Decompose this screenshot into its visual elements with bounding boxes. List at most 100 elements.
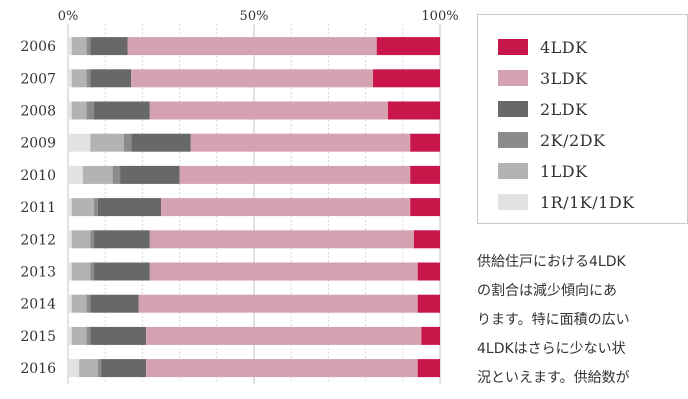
- bar-segment: [149, 101, 388, 120]
- x-tick-label: 100%: [421, 9, 458, 24]
- bar-segment: [90, 230, 95, 249]
- legend-item-1r-1k-1dk: 1R/1K/1DK: [498, 192, 635, 212]
- bar-segment: [71, 198, 95, 217]
- bar-segment: [417, 359, 440, 378]
- bar-segment: [79, 359, 98, 378]
- bar-segment: [138, 294, 418, 313]
- bar-segment: [86, 37, 91, 56]
- bar-segment: [179, 165, 411, 184]
- legend-swatch-4ldk: [498, 39, 528, 55]
- legend-swatch-2k-2dk: [498, 132, 528, 148]
- bar-segment: [410, 133, 440, 152]
- bar-segment: [68, 230, 72, 249]
- legend-item-4ldk: 4LDK: [498, 37, 588, 57]
- y-tick-label: 2011: [20, 200, 56, 216]
- bar-segment: [71, 37, 87, 56]
- y-tick-label: 2007: [20, 71, 56, 87]
- y-tick-label: 2008: [20, 104, 56, 120]
- legend-swatch-2ldk: [498, 101, 528, 117]
- y-tick-label: 2012: [20, 232, 56, 248]
- bar-segment: [131, 133, 191, 152]
- legend-label-3ldk: 3LDK: [540, 68, 588, 88]
- chart-caption: 供給住戸における4LDK の割合は減少傾向にあ ります。特に面積の広い 4LDK…: [477, 248, 688, 393]
- bar-segment: [71, 230, 91, 249]
- bar-segment: [90, 262, 95, 281]
- bar-segment: [417, 294, 440, 313]
- bar-segment: [68, 262, 72, 281]
- legend-item-2ldk: 2LDK: [498, 99, 588, 119]
- bar-segment: [68, 198, 72, 217]
- bar-segment: [94, 101, 150, 120]
- stacked-bar-chart: 0% 50% 100% 2006 2007 2008 2009 2010 2011 2012 201…: [20, 9, 459, 385]
- bar-segment: [90, 133, 124, 152]
- bar-segment: [146, 359, 418, 378]
- bar-segment: [417, 262, 440, 281]
- bar-segment: [94, 198, 98, 217]
- bar-segment: [68, 101, 72, 120]
- bar-segment: [94, 230, 150, 249]
- bar-segment: [90, 37, 128, 56]
- bar-segment: [373, 69, 440, 88]
- y-tick-label: 2009: [20, 136, 56, 152]
- legend-swatch-3ldk: [498, 70, 528, 86]
- bar-segment: [68, 359, 80, 378]
- bar-segment: [131, 69, 374, 88]
- bar-segment: [68, 294, 72, 313]
- y-tick-label: 2010: [20, 168, 56, 184]
- bar-segment: [112, 165, 121, 184]
- bar-segment: [146, 326, 422, 345]
- legend-label-1r-1k-1dk: 1R/1K/1DK: [540, 192, 635, 212]
- bar-segment: [410, 165, 440, 184]
- bar-segment: [387, 101, 440, 120]
- bar-segment: [190, 133, 411, 152]
- y-tick-label: 2014: [20, 297, 56, 313]
- bar-segment: [149, 262, 418, 281]
- legend-swatch-1r-1k-1dk: [498, 194, 528, 210]
- bar-segment: [86, 101, 95, 120]
- bar-segment: [120, 165, 180, 184]
- bar-segment: [376, 37, 440, 56]
- bar-segment: [421, 326, 440, 345]
- bar-segment: [86, 69, 91, 88]
- caption-line: の割合は減少傾向にあ: [477, 283, 617, 299]
- bar-segment: [413, 230, 440, 249]
- bar-segment: [68, 165, 83, 184]
- bar-segment: [90, 326, 147, 345]
- x-tick-label: 0%: [58, 9, 79, 24]
- bar-segment: [86, 326, 91, 345]
- caption-line: 供給住戸における4LDK: [477, 254, 626, 270]
- bar-segment: [90, 294, 139, 313]
- bar-segment: [71, 294, 87, 313]
- bar-segment: [71, 101, 87, 120]
- bar-segment: [101, 359, 147, 378]
- bar-segment: [94, 262, 150, 281]
- x-tick-label: 50%: [240, 9, 269, 24]
- legend-label-2k-2dk: 2K/2DK: [540, 130, 606, 150]
- bar-segment: [68, 326, 72, 345]
- bar-segment: [86, 294, 91, 313]
- caption-line: ります。特に面積の広い: [477, 312, 630, 328]
- bar-segment: [68, 37, 72, 56]
- bar-segment: [97, 359, 102, 378]
- bar-segment: [71, 262, 91, 281]
- bar-segment: [82, 165, 113, 184]
- bar-segment: [161, 198, 411, 217]
- bar-segment: [410, 198, 440, 217]
- y-tick-label: 2015: [20, 329, 56, 345]
- bar-segment: [71, 326, 87, 345]
- bar-segment: [68, 69, 72, 88]
- bar-segment: [127, 37, 377, 56]
- bar-segment: [68, 133, 91, 152]
- bar-segment: [97, 198, 161, 217]
- chart-legend: 4LDK 3LDK 2LDK 2K/2DK 1LDK 1R/1K/1DK: [477, 14, 688, 224]
- legend-item-2k-2dk: 2K/2DK: [498, 130, 605, 150]
- y-tick-label: 2016: [20, 361, 56, 377]
- legend-label-1ldk: 1LDK: [540, 161, 588, 181]
- legend-label-4ldk: 4LDK: [540, 37, 588, 57]
- bar-segment: [123, 133, 132, 152]
- legend-item-3ldk: 3LDK: [498, 68, 588, 88]
- caption-line: 4LDKはさらに少ない状: [477, 341, 626, 357]
- y-tick-label: 2006: [20, 39, 56, 55]
- legend-item-1ldk: 1LDK: [498, 161, 588, 181]
- legend-swatch-1ldk: [498, 163, 528, 179]
